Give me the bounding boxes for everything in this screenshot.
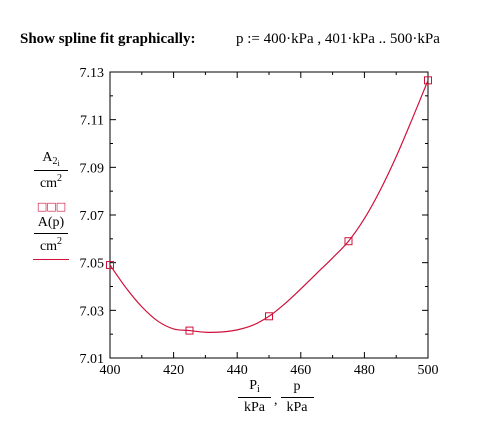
y-label-fraction-points: A2i cm2 [28, 150, 74, 192]
y-label-sub-i: i [57, 159, 60, 168]
x-tick-label: 460 [290, 363, 311, 378]
section-title: Show spline fit graphically: [20, 31, 196, 47]
y-label-cm-exp: 2 [57, 173, 63, 184]
x-axis-label: Pi kPa , p kPa [238, 378, 314, 416]
spline-curve [109, 80, 429, 333]
y-axis-label: A2i cm2 □□□ A(p) cm2 [28, 150, 74, 260]
data-point-marker [344, 237, 353, 246]
range-definition: p := 400·kPa , 401·kPa .. 500·kPa [236, 31, 440, 47]
x-tick-label: 480 [354, 363, 375, 378]
x-tick-label: 500 [418, 363, 439, 378]
data-point-marker [106, 261, 114, 270]
x-label-kPa-2: kPa [280, 396, 314, 416]
y-tick-label: 7.11 [80, 114, 104, 129]
x-label-p: p [293, 378, 301, 394]
y-label-cm: cm [39, 176, 58, 191]
y-label-fraction-curve: A(p) cm2 [28, 215, 74, 255]
y-label-cm-2: cm [39, 239, 58, 254]
y-label-cm-exp-2: 2 [57, 236, 63, 247]
data-point-marker [265, 312, 273, 321]
x-label-fraction-curve: p kPa [280, 378, 314, 416]
y-label-A: A [42, 150, 53, 165]
x-label-separator: , [274, 393, 278, 408]
x-label-sub-i: i [257, 384, 260, 395]
x-label-kPa: kPa [238, 397, 271, 416]
y-tick-label: 7.13 [80, 66, 105, 81]
y-label-sub-2: 2 [52, 156, 58, 167]
y-label-A-of-p: A(p) [37, 215, 65, 230]
data-point-marker [424, 76, 432, 85]
y-tick-label: 7.05 [80, 257, 105, 272]
plot-frame [109, 71, 429, 359]
x-label-fraction-points: Pi kPa [238, 378, 271, 416]
x-label-P: P [249, 378, 257, 393]
y-tick-label: 7.01 [80, 352, 105, 367]
y-tick-label: 7.07 [80, 209, 105, 224]
x-tick-label: 400 [100, 363, 121, 378]
x-tick-label: 440 [227, 363, 248, 378]
legend-line-symbol [33, 259, 69, 260]
y-tick-label: 7.03 [80, 304, 105, 319]
y-tick-label: 7.09 [80, 161, 105, 176]
x-tick-label: 420 [163, 363, 184, 378]
legend-marker-symbol: □□□ [36, 200, 66, 213]
